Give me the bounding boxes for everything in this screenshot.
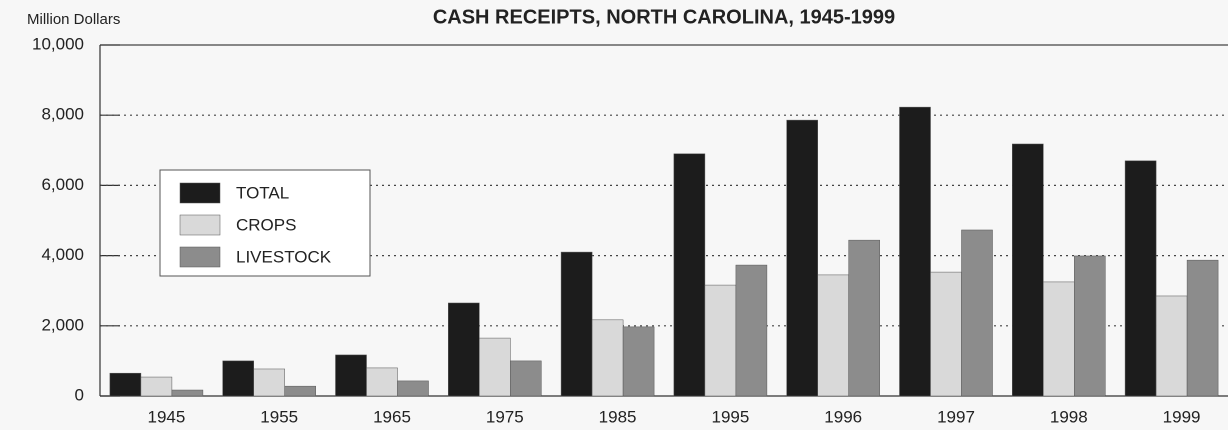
x-tick-label: 1998 [1050, 407, 1088, 426]
bar [284, 385, 316, 397]
x-tick-label: 1997 [937, 407, 975, 426]
bar [817, 274, 849, 397]
bar [140, 376, 173, 397]
bar [591, 319, 624, 397]
bar [704, 284, 737, 397]
bar [448, 302, 480, 397]
legend-swatch [179, 246, 221, 268]
bar [397, 380, 429, 397]
legend-label: TOTAL [236, 183, 289, 202]
x-tick-label: 1996 [824, 407, 862, 426]
bar [786, 119, 818, 397]
legend-swatch [179, 182, 221, 204]
bar [1186, 259, 1219, 397]
y-axis-label: Million Dollars [27, 11, 120, 28]
bar [109, 372, 142, 397]
bar [1012, 143, 1044, 397]
legend-label: LIVESTOCK [236, 247, 332, 266]
bar [1043, 281, 1075, 397]
x-tick-label: 1975 [486, 407, 524, 426]
x-tick-label: 1985 [599, 407, 637, 426]
bar [335, 354, 367, 397]
chart-title: CASH RECEIPTS, NORTH CAROLINA, 1945-1999 [433, 6, 895, 28]
x-tick-label: 1999 [1163, 407, 1201, 426]
y-tick-label: 8,000 [41, 105, 84, 124]
bar [366, 367, 398, 397]
legend-label: CROPS [236, 215, 296, 234]
bar [253, 368, 285, 397]
legend-swatch [179, 214, 221, 236]
bar [1124, 160, 1157, 397]
bar [899, 106, 931, 397]
y-tick-label: 2,000 [41, 315, 84, 334]
bar [1074, 255, 1106, 397]
x-tick-label: 1955 [260, 407, 298, 426]
y-tick-label: 0 [75, 385, 84, 404]
bar [171, 389, 204, 397]
bar [510, 360, 542, 397]
x-tick-label: 1995 [711, 407, 749, 426]
bar [1155, 295, 1188, 397]
x-tick-label: 1945 [147, 407, 185, 426]
bar [622, 326, 655, 397]
bar [222, 360, 254, 397]
bar [673, 153, 706, 397]
bar [735, 264, 768, 397]
x-tick-label: 1965 [373, 407, 411, 426]
bar [479, 337, 511, 397]
bar [961, 229, 993, 397]
bar [930, 271, 962, 397]
bar [848, 239, 880, 397]
y-tick-label: 4,000 [41, 245, 84, 264]
y-tick-label: 10,000 [32, 34, 84, 53]
y-tick-label: 6,000 [41, 175, 84, 194]
bar [560, 251, 593, 397]
